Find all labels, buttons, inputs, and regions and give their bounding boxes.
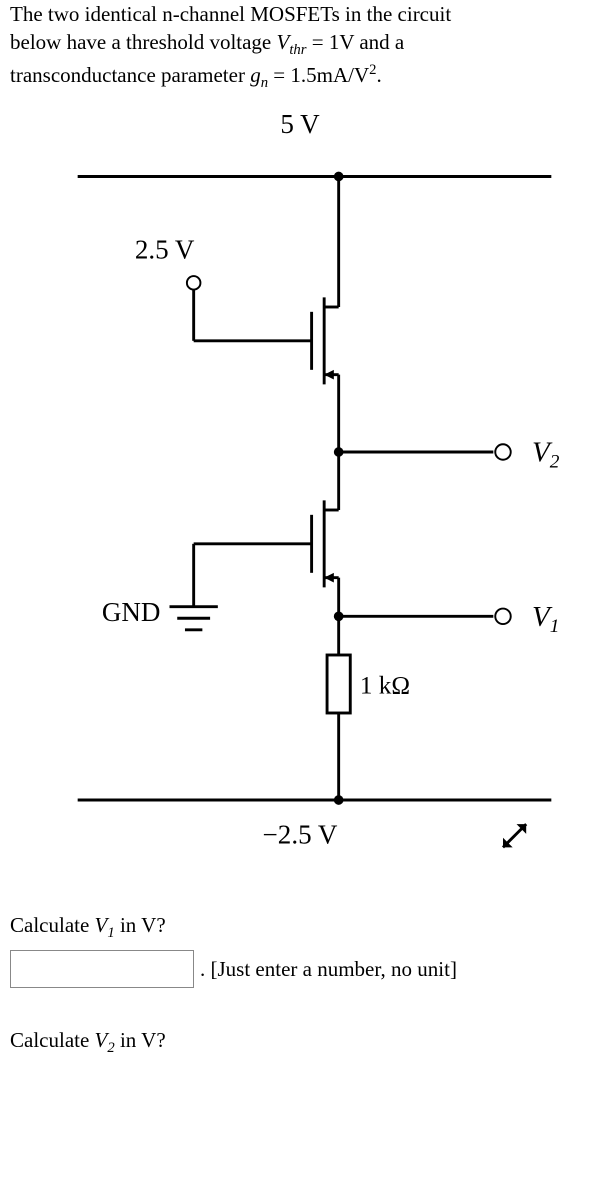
resistor-label: 1 kΩ [360, 673, 410, 700]
text: below have a threshold voltage [10, 30, 277, 54]
v1-sub: 1 [107, 925, 114, 941]
vthr-val: 1V [329, 30, 354, 54]
question-v1: Calculate V1 in V? . [Just enter a numbe… [10, 913, 590, 988]
mosfet-lower-arrow [324, 573, 334, 583]
eq: = [268, 63, 290, 87]
problem-statement: The two identical n-channel MOSFETs in t… [10, 0, 590, 94]
bottom-rail-label: −2.5 V [263, 820, 338, 850]
text: The two identical n-channel MOSFETs in t… [10, 2, 451, 26]
gate-upper-label: 2.5 V [135, 235, 195, 265]
answer-input-v1[interactable] [10, 950, 194, 988]
question-v2: Calculate V2 in V? [10, 1028, 590, 1057]
v1-sym: V [95, 913, 108, 937]
hint-v1: . [Just enter a number, no unit] [200, 957, 457, 982]
terminal-2p5v [187, 276, 201, 290]
v2-sym: V [95, 1028, 108, 1052]
v2-sub: 2 [107, 1040, 114, 1056]
mosfet-upper-arrow [324, 370, 334, 380]
terminal-v2 [495, 445, 510, 460]
circuit-diagram: 5 V 2.5 V [10, 104, 590, 873]
expand-icon[interactable] [503, 825, 526, 848]
text: Calculate [10, 913, 95, 937]
v1-label: V1 [532, 601, 559, 637]
eq: = [306, 30, 328, 54]
period: . [376, 63, 381, 87]
terminal-v1 [495, 609, 510, 624]
v2-label: V2 [532, 437, 560, 473]
text: Calculate [10, 1028, 95, 1052]
vthr-sub: thr [289, 43, 306, 59]
gn-symbol: g [250, 63, 261, 87]
text: in V? [115, 913, 166, 937]
top-rail-label: 5 V [280, 109, 320, 139]
gn-val: 1.5mA/V [290, 63, 369, 87]
text: and a [354, 30, 404, 54]
gn-sub: n [261, 76, 268, 92]
vthr-symbol: V [277, 30, 290, 54]
text: transconductance parameter [10, 63, 250, 87]
gnd-label: GND [102, 598, 161, 628]
text: in V? [115, 1028, 166, 1052]
node-dot [334, 172, 344, 182]
resistor-box [327, 655, 350, 713]
